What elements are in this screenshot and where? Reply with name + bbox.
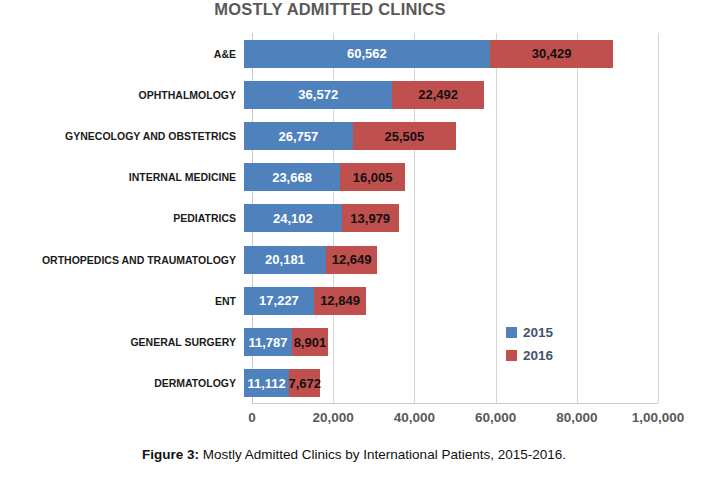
bar-track: 26,75725,505 — [244, 122, 650, 150]
category-label: GENERAL SURGERY — [0, 336, 244, 348]
bar-segment-2015[interactable]: 26,757 — [244, 122, 353, 150]
bar-track: 24,10213,979 — [244, 204, 650, 232]
legend-label: 2015 — [523, 325, 553, 340]
category-label: OPHTHALMOLOGY — [0, 89, 244, 101]
bar-segment-2015[interactable]: 24,102 — [244, 204, 342, 232]
bar-track: 23,66816,005 — [244, 163, 650, 191]
bar-segment-2016[interactable]: 30,429 — [490, 40, 614, 68]
table-row: DERMATOLOGY11,1127,672 — [0, 363, 658, 404]
bar-track: 11,7878,901 — [244, 328, 650, 356]
bar-segment-2016[interactable]: 8,901 — [292, 328, 328, 356]
category-label: PEDIATRICS — [0, 212, 244, 224]
x-axis-tick-label: 80,000 — [532, 410, 622, 425]
category-label: A&E — [0, 48, 244, 60]
bar-segment-2015[interactable]: 23,668 — [244, 163, 340, 191]
legend-item-2016[interactable]: 2016 — [506, 344, 553, 367]
x-axis-tick-label: 40,000 — [369, 410, 459, 425]
figure-3-chart: MOSTLY ADMITTED CLINICS A&E60,56230,429O… — [0, 0, 708, 477]
table-row: A&E60,56230,429 — [0, 33, 658, 74]
figure-caption: Figure 3: Mostly Admitted Clinics by Int… — [0, 447, 708, 462]
table-row: INTERNAL MEDICINE23,66816,005 — [0, 157, 658, 198]
table-row: GENERAL SURGERY11,7878,901 — [0, 322, 658, 363]
legend-item-2015[interactable]: 2015 — [506, 321, 553, 344]
bar-segment-2016[interactable]: 25,505 — [353, 122, 457, 150]
bar-segment-2016[interactable]: 12,649 — [326, 246, 377, 274]
table-row: ENT17,22712,849 — [0, 280, 658, 321]
bar-segment-2015[interactable]: 36,572 — [244, 81, 392, 109]
bar-segment-2016[interactable]: 16,005 — [340, 163, 405, 191]
table-row: OPHTHALMOLOGY36,57222,492 — [0, 74, 658, 115]
table-row: PEDIATRICS24,10213,979 — [0, 198, 658, 239]
bar-segment-2016[interactable]: 13,979 — [342, 204, 399, 232]
bar-segment-2015[interactable]: 11,787 — [244, 328, 292, 356]
category-label: GYNECOLOGY AND OBSTETRICS — [0, 130, 244, 142]
legend-swatch-icon — [506, 327, 517, 338]
x-axis-tick-label: 1,00,000 — [613, 410, 703, 425]
legend-swatch-icon — [506, 350, 517, 361]
bar-track: 20,18112,649 — [244, 246, 650, 274]
bar-rows: A&E60,56230,429OPHTHALMOLOGY36,57222,492… — [0, 33, 658, 404]
bar-segment-2015[interactable]: 60,562 — [244, 40, 490, 68]
bar-segment-2015[interactable]: 11,112 — [244, 369, 289, 397]
x-axis-tick-label: 60,000 — [451, 410, 541, 425]
legend-label: 2016 — [523, 348, 553, 363]
table-row: ORTHOPEDICS AND TRAUMATOLOGY20,18112,649 — [0, 239, 658, 280]
bar-segment-2016[interactable]: 7,672 — [289, 369, 320, 397]
x-axis-tick-label: 20,000 — [288, 410, 378, 425]
category-label: INTERNAL MEDICINE — [0, 171, 244, 183]
bar-segment-2016[interactable]: 22,492 — [392, 81, 483, 109]
bar-track: 60,56230,429 — [244, 40, 650, 68]
caption-text: Mostly Admitted Clinics by International… — [199, 447, 566, 462]
category-label: DERMATOLOGY — [0, 377, 244, 389]
table-row: GYNECOLOGY AND OBSTETRICS26,75725,505 — [0, 115, 658, 156]
bar-track: 11,1127,672 — [244, 369, 650, 397]
bar-segment-2015[interactable]: 17,227 — [244, 287, 314, 315]
legend: 2015 2016 — [506, 321, 553, 367]
gridline — [658, 33, 659, 403]
chart-title: MOSTLY ADMITTED CLINICS — [0, 0, 660, 19]
bar-segment-2015[interactable]: 20,181 — [244, 246, 326, 274]
bar-segment-2016[interactable]: 12,849 — [314, 287, 366, 315]
bar-track: 36,57222,492 — [244, 81, 650, 109]
x-axis-tick-label: 0 — [207, 410, 297, 425]
category-label: ENT — [0, 295, 244, 307]
caption-prefix: Figure 3: — [142, 447, 199, 462]
category-label: ORTHOPEDICS AND TRAUMATOLOGY — [0, 254, 244, 266]
bar-track: 17,22712,849 — [244, 287, 650, 315]
